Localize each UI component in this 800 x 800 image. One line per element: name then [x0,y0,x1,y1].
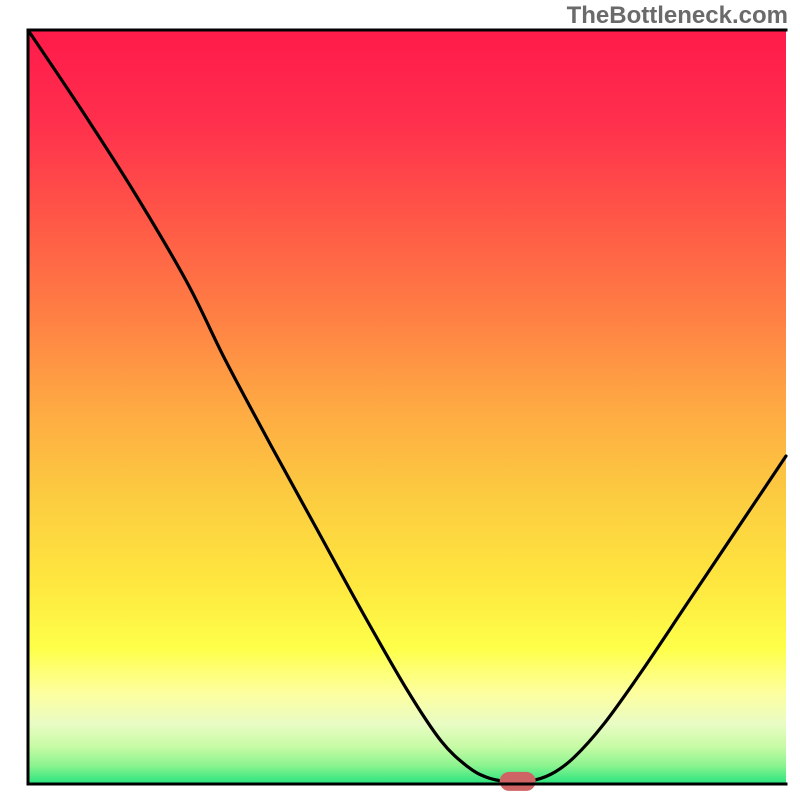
minimum-marker [500,772,535,790]
bottleneck-chart: TheBottleneck.com [0,0,800,800]
chart-svg [0,0,800,800]
chart-background-gradient [28,30,786,784]
